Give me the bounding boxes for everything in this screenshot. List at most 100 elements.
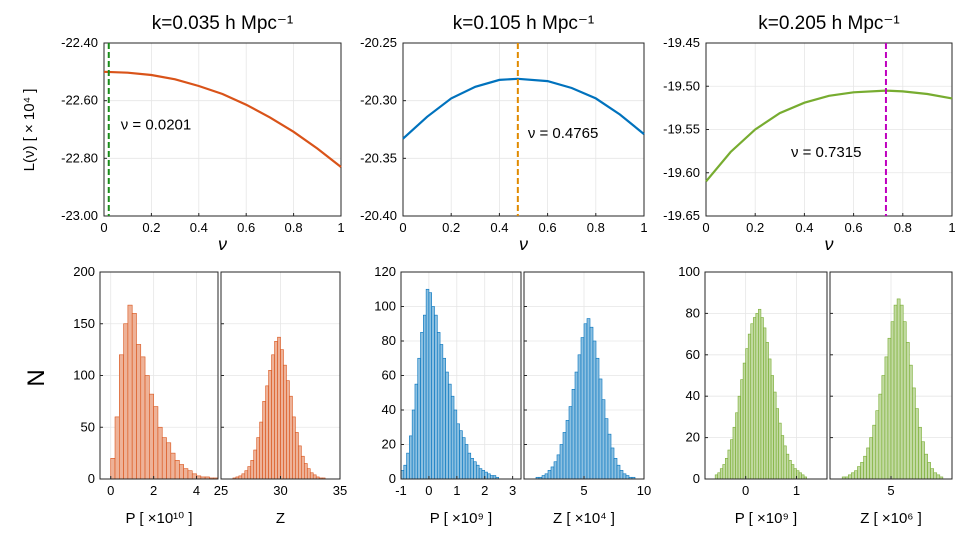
histogram-bar bbox=[730, 439, 734, 480]
histogram-bar bbox=[312, 474, 317, 480]
histogram-bar bbox=[622, 473, 627, 480]
histogram-bar bbox=[140, 356, 146, 480]
histogram-bar bbox=[607, 433, 612, 480]
histogram-bar bbox=[157, 426, 163, 480]
y-tick-label: -20.25 bbox=[360, 35, 397, 50]
histogram-bar bbox=[918, 426, 922, 480]
histogram-bar bbox=[250, 460, 255, 480]
x-tick-label: 0.8 bbox=[894, 220, 912, 235]
histogram-bar bbox=[541, 475, 546, 480]
x-tick-label: 1 bbox=[948, 220, 955, 235]
y-tick-label: -23.00 bbox=[61, 208, 98, 223]
histogram-bar bbox=[719, 468, 724, 480]
histogram-bar bbox=[860, 462, 864, 480]
histogram-bar bbox=[893, 304, 898, 480]
axes-box bbox=[704, 271, 828, 480]
histogram-bar bbox=[887, 337, 892, 480]
histogram-bar bbox=[758, 308, 762, 480]
histogram-bar bbox=[153, 406, 159, 480]
histogram-bar bbox=[732, 426, 736, 480]
histogram-bar bbox=[755, 313, 759, 480]
histogram-bar bbox=[740, 379, 744, 480]
histogram-bar bbox=[442, 357, 446, 480]
histogram-bar bbox=[592, 340, 597, 480]
y-tick-label: -20.40 bbox=[360, 208, 397, 223]
histogram-bar bbox=[619, 470, 624, 480]
histogram-bar bbox=[927, 462, 931, 480]
histogram-bar bbox=[625, 475, 630, 480]
histogram-bar bbox=[760, 317, 764, 480]
histogram-bar bbox=[933, 472, 938, 480]
histogram-bar bbox=[601, 399, 606, 480]
histogram-bar bbox=[114, 416, 120, 480]
histogram-bar bbox=[890, 321, 895, 480]
y-tick-label: 200 bbox=[73, 264, 95, 279]
y-tick-label: 100 bbox=[678, 264, 700, 279]
histogram-z-k0205: 5 Z [ ×10⁶ ] bbox=[829, 271, 953, 527]
y-tick-label: 80 bbox=[686, 305, 700, 320]
maximum-annotation: ν = 0.4765 bbox=[528, 125, 598, 142]
histogram-bar bbox=[265, 385, 269, 480]
histogram-bar bbox=[174, 460, 180, 480]
x-tick-label: 0.6 bbox=[237, 220, 255, 235]
x-tick-label: 0.4 bbox=[490, 220, 508, 235]
top-row-ylabel: L(ν) [ × 10⁴ ] bbox=[21, 89, 38, 172]
histogram-bar bbox=[179, 464, 184, 480]
x-tick-label: 0.2 bbox=[142, 220, 160, 235]
histogram-bar bbox=[847, 474, 852, 480]
histogram-bar bbox=[568, 406, 573, 480]
histogram-bar bbox=[745, 348, 749, 480]
histogram-bar bbox=[737, 395, 741, 480]
histogram-bar bbox=[750, 323, 754, 480]
histogram-bar bbox=[924, 453, 928, 480]
histogram-bar bbox=[119, 354, 124, 480]
histogram-bar bbox=[604, 418, 609, 480]
line-plot-k0105: 0 0.2 0.4 0.6 0.8 1 -20.40 -20.35 -20.30 -20.25 k=… bbox=[360, 13, 647, 254]
x-tick-label: 0 bbox=[742, 483, 749, 498]
histogram-bar bbox=[306, 468, 311, 480]
x-tick-label: 2 bbox=[481, 483, 488, 498]
histogram-bar bbox=[613, 457, 618, 480]
histogram-bar bbox=[801, 474, 805, 480]
histogram-bar bbox=[915, 408, 919, 480]
chart-title: k=0.105 h Mpc⁻¹ bbox=[453, 13, 595, 34]
histogram-bar bbox=[770, 375, 774, 480]
histogram-bar bbox=[456, 423, 460, 480]
histogram-bar bbox=[280, 349, 284, 480]
histogram-bar bbox=[259, 421, 263, 480]
y-tick-label: -22.40 bbox=[61, 35, 98, 50]
histogram-bar bbox=[936, 474, 941, 480]
histogram-bar bbox=[884, 356, 889, 480]
histogram-bar bbox=[851, 472, 855, 480]
histogram-bar bbox=[127, 304, 133, 480]
histogram-bar bbox=[574, 371, 579, 480]
histogram-bar bbox=[470, 457, 474, 480]
x-tick-label: 25 bbox=[214, 483, 228, 498]
maximum-annotation: ν = 0.0201 bbox=[121, 117, 191, 134]
histogram-bar bbox=[487, 473, 491, 480]
histogram-bar bbox=[309, 472, 314, 480]
y-tick-label: 0 bbox=[389, 471, 396, 486]
histogram-bar bbox=[286, 380, 290, 480]
histogram-bar bbox=[183, 468, 189, 480]
y-tick-label: 0 bbox=[693, 471, 700, 486]
histogram-bar bbox=[268, 370, 272, 480]
histogram-bar bbox=[409, 435, 413, 480]
histogram-bar bbox=[791, 464, 795, 480]
histogram-bar bbox=[423, 314, 427, 480]
histogram-bar bbox=[411, 409, 416, 480]
histogram-bar bbox=[161, 437, 167, 480]
histogram-bar bbox=[489, 475, 494, 480]
histogram-bar bbox=[283, 364, 287, 480]
x-tick-label: 1 bbox=[453, 483, 460, 498]
histogram-bar bbox=[896, 298, 901, 480]
histogram-bar bbox=[187, 470, 193, 480]
x-tick-label: 3 bbox=[509, 483, 516, 498]
axes-box bbox=[402, 42, 645, 217]
x-tick-label: 1 bbox=[337, 220, 344, 235]
histogram-bar bbox=[742, 362, 746, 480]
x-tick-label: 0 bbox=[100, 220, 107, 235]
x-tick-label: 0.2 bbox=[746, 220, 764, 235]
y-tick-label: 100 bbox=[374, 299, 396, 314]
